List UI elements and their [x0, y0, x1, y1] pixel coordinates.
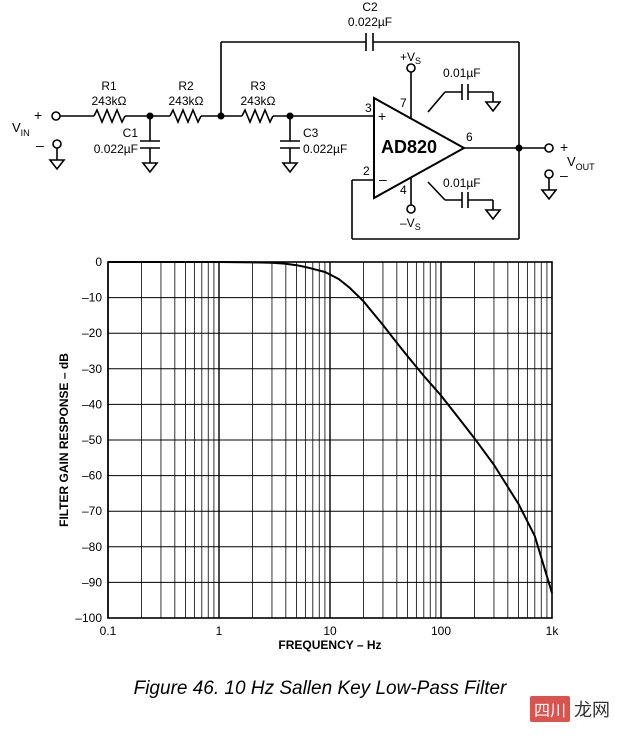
y-tick-label: –90 — [82, 575, 102, 589]
c3-value: 0.022µF — [303, 142, 347, 156]
y-tick-label: –30 — [82, 362, 102, 376]
y-tick-labels: 0 –10 –20 –30 –40 –50 –60 –70 –80 –90 –100 — [75, 255, 102, 625]
y-tick-label: –100 — [75, 611, 102, 625]
r3-name: R3 — [250, 79, 266, 93]
pin-2-label: 2 — [363, 164, 370, 178]
y-tick-label: –80 — [82, 540, 102, 554]
watermark-text: 龙网 — [574, 700, 610, 720]
y-tick-label: –50 — [82, 433, 102, 447]
pin-6-label: 6 — [466, 130, 473, 144]
y-tick-label: –20 — [82, 326, 102, 340]
frequency-response-chart: 0 –10 –20 –30 –40 –50 –60 –70 –80 –90 –100 0.1 1 10 1… — [57, 255, 560, 652]
chart-grid — [107, 261, 552, 619]
vin-minus-sign: – — [36, 137, 44, 153]
sallen-key-schematic: C2 0.022µF R1 243kΩ R2 243kΩ R3 243kΩ C1… — [12, 0, 595, 240]
pin-3-label: 3 — [365, 101, 372, 115]
y-tick-label: –10 — [82, 291, 102, 305]
r2-value: 243kΩ — [169, 94, 204, 108]
plot-frame — [107, 261, 553, 619]
vplus-label: +VS — [400, 50, 421, 66]
x-tick-labels: 0.1 1 10 100 1k — [100, 624, 560, 638]
watermark: 四川 龙网 — [529, 696, 610, 722]
r2-name: R2 — [178, 79, 194, 93]
x-tick-label: 0.1 — [100, 624, 117, 638]
y-tick-label: 0 — [95, 255, 102, 269]
c1-value: 0.022µF — [94, 142, 138, 156]
c3-name: C3 — [303, 126, 319, 140]
gain-response-curve — [108, 261, 553, 594]
pin-7-label: 7 — [400, 96, 407, 110]
r1-name: R1 — [101, 79, 117, 93]
y-tick-label: –70 — [82, 504, 102, 518]
c2-value: 0.022µF — [348, 15, 392, 29]
opamp-label: AD820 — [381, 137, 437, 157]
vout-label: VOUT — [567, 154, 595, 172]
vin-label: VIN — [12, 120, 30, 138]
decap-bottom-value: 0.01µF — [443, 176, 481, 190]
decap-top-value: 0.01µF — [443, 66, 481, 80]
figure-caption: Figure 46. 10 Hz Sallen Key Low-Pass Fil… — [133, 678, 507, 699]
c2-name: C2 — [362, 0, 378, 14]
y-axis-label: FILTER GAIN RESPONSE – dB — [57, 353, 71, 527]
watermark-badge: 四川 — [529, 696, 570, 722]
c1-name: C1 — [123, 126, 139, 140]
x-tick-label: 1 — [216, 624, 223, 638]
vout-minus-sign: – — [560, 167, 568, 183]
r1-value: 243kΩ — [92, 94, 127, 108]
y-tick-label: –60 — [82, 469, 102, 483]
y-tick-label: –40 — [82, 397, 102, 411]
vin-plus-sign: + — [34, 107, 42, 123]
inverting-pin-sign: – — [379, 171, 387, 187]
x-tick-label: 1k — [546, 624, 560, 638]
pin-4-label: 4 — [400, 183, 407, 197]
x-axis-label: FREQUENCY – Hz — [278, 638, 381, 652]
r3-value: 243kΩ — [241, 94, 276, 108]
x-tick-label: 100 — [431, 624, 451, 638]
x-tick-label: 10 — [323, 624, 337, 638]
vminus-label: –VS — [400, 216, 421, 232]
vout-plus-sign: + — [560, 139, 568, 155]
noninverting-pin-sign: + — [378, 108, 386, 124]
